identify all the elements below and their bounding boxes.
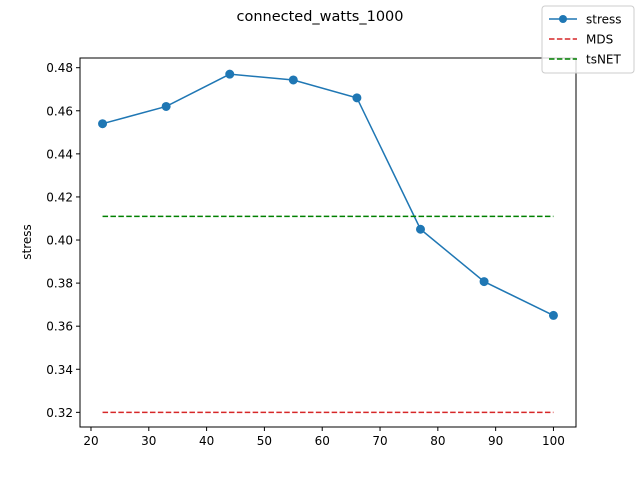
legend-label-stress: stress <box>586 13 622 27</box>
data-point-stress <box>479 277 489 287</box>
x-axis: 20 30 40 50 60 70 80 90 100 <box>83 427 565 448</box>
legend-label-tsNET: tsNET <box>586 53 622 67</box>
x-tick-label: 30 <box>141 434 156 448</box>
y-tick-label: 0.34 <box>46 363 73 377</box>
data-point-stress <box>415 224 425 234</box>
x-tick-label: 60 <box>315 434 330 448</box>
y-tick-label: 0.38 <box>46 277 73 291</box>
legend-label-MDS: MDS <box>586 33 613 47</box>
x-tick-label: 40 <box>199 434 214 448</box>
data-point-stress <box>161 101 171 111</box>
y-tick-label: 0.36 <box>46 320 73 334</box>
legend: stress MDS tsNET <box>541 5 635 74</box>
y-axis: 0.32 0.34 0.36 0.38 0.40 0.42 0.44 0.46 0.48 <box>46 61 80 420</box>
y-tick-label: 0.44 <box>46 147 73 161</box>
x-tick-label: 80 <box>430 434 445 448</box>
data-point-stress <box>548 310 558 320</box>
data-point-stress <box>98 119 108 129</box>
series-layer <box>98 69 558 414</box>
y-tick-label: 0.48 <box>46 61 73 75</box>
x-tick-label: 90 <box>488 434 503 448</box>
chart-title: connected_watts_1000 <box>237 9 404 25</box>
y-tick-label: 0.40 <box>46 234 73 248</box>
legend-box <box>541 5 635 74</box>
data-point-stress <box>288 75 298 85</box>
y-tick-label: 0.32 <box>46 406 73 420</box>
legend-marker-stress <box>559 15 567 23</box>
x-tick-label: 20 <box>83 434 98 448</box>
y-axis-label: stress <box>20 224 34 260</box>
x-tick-label: 100 <box>542 434 565 448</box>
x-tick-label: 70 <box>372 434 387 448</box>
x-tick-label: 50 <box>257 434 272 448</box>
plot-frame <box>79 57 577 428</box>
y-tick-label: 0.42 <box>46 190 73 204</box>
data-point-stress <box>352 93 362 103</box>
y-tick-label: 0.46 <box>46 104 73 118</box>
data-point-stress <box>225 69 235 79</box>
series-line-stress <box>102 73 554 317</box>
